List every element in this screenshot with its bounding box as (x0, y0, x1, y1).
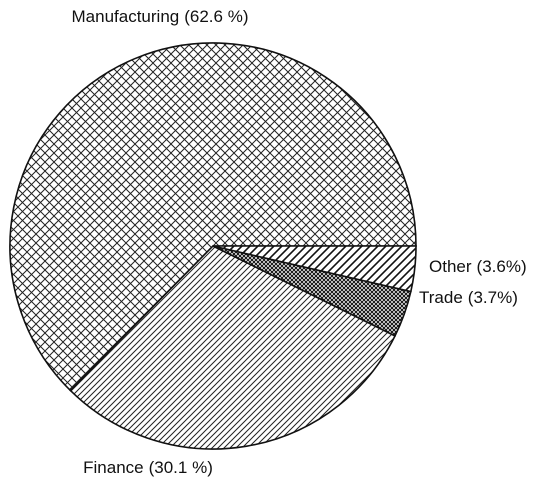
value-label: (3.7%) (468, 288, 518, 307)
pie-slice (9, 42, 417, 392)
category-name: Trade (419, 288, 463, 307)
category-name: Finance (83, 458, 143, 477)
slice-label: Trade (3.7%) (419, 288, 518, 307)
slice-label: Manufacturing (62.6 %) (72, 7, 249, 26)
category-name: Manufacturing (72, 7, 180, 26)
value-label: (62.6 %) (184, 7, 248, 26)
slice-label: Other (3.6%) (429, 257, 527, 276)
pie-slice (212, 245, 417, 293)
slice-label: Finance (30.1 %) (83, 458, 213, 477)
category-name: Other (429, 257, 472, 276)
value-label: (30.1 %) (149, 458, 213, 477)
value-label: (3.6%) (477, 257, 527, 276)
pie-slice (69, 245, 397, 450)
